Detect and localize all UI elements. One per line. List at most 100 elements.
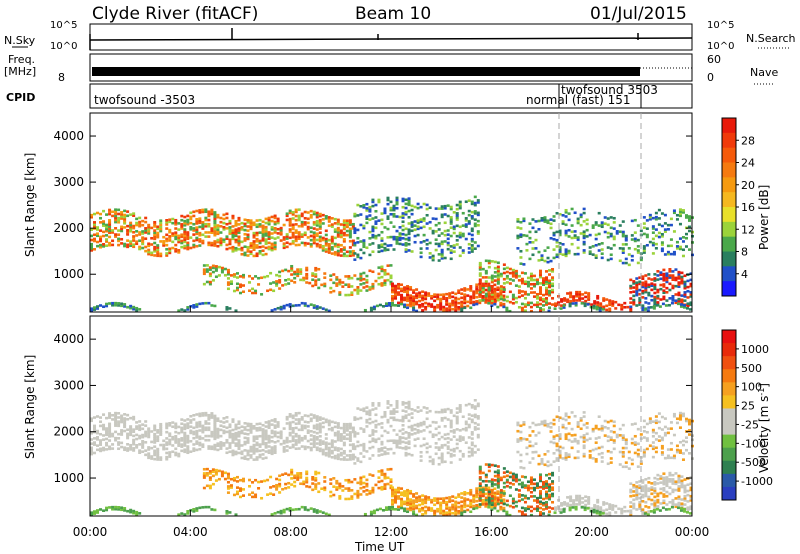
velocity-cell (267, 426, 271, 430)
power-cell (493, 300, 497, 303)
velocity-cell (335, 479, 339, 483)
power-cell (327, 251, 331, 254)
velocity-cell (264, 429, 268, 433)
velocity-cell (424, 501, 428, 505)
velocity-cell (526, 488, 530, 492)
velocity-cell (523, 513, 527, 516)
power-cell (270, 246, 274, 250)
velocity-cell (171, 421, 175, 424)
velocity-cell (144, 432, 148, 436)
velocity-cell (210, 447, 214, 451)
power-cell (261, 232, 265, 236)
power-cell (123, 226, 127, 229)
power-cell (540, 256, 544, 259)
velocity-cell (493, 491, 497, 495)
velocity-cell (461, 415, 465, 419)
power-cell (475, 302, 479, 306)
power-cell (264, 242, 268, 246)
power-cell (288, 211, 292, 215)
power-cell (371, 225, 375, 229)
power-cell (321, 236, 325, 240)
velocity-cell (213, 437, 217, 441)
velocity-cell (222, 421, 226, 424)
velocity-cell (135, 425, 139, 428)
power-cell (309, 245, 313, 248)
velocity-cell (288, 446, 292, 449)
power-cell (424, 293, 428, 297)
velocity-cell (120, 441, 124, 445)
power-cell (299, 268, 303, 271)
velocity-cell (198, 447, 202, 451)
power-cell (147, 232, 151, 235)
velocity-cell (293, 476, 297, 480)
velocity-cell (502, 467, 506, 470)
velocity-cell (287, 473, 291, 477)
power-cell (642, 249, 646, 252)
power-cell (437, 228, 441, 231)
power-cell (144, 229, 148, 232)
power-cell (662, 276, 666, 280)
velocity-cell (273, 434, 277, 438)
velocity-cell (362, 455, 366, 458)
velocity-cell (469, 501, 473, 505)
power-cell (394, 290, 398, 294)
velocity-cell (618, 463, 622, 466)
power-cell (439, 299, 443, 303)
power-cell (514, 284, 518, 287)
power-cell (558, 231, 562, 235)
power-cell (493, 291, 497, 295)
velocity-cell (234, 452, 238, 456)
power-cell (240, 221, 244, 225)
power-cell (129, 244, 133, 248)
power-cell (478, 289, 482, 292)
velocity-cell (168, 422, 172, 425)
power-cell (392, 225, 396, 228)
power-cell (430, 297, 434, 300)
velocity-cell (487, 465, 491, 469)
power-cell (585, 228, 589, 232)
velocity-cell (300, 424, 304, 427)
power-cell (153, 254, 157, 257)
power-cell (478, 282, 482, 286)
power-cell (293, 270, 297, 274)
power-cell (606, 258, 610, 262)
power-cell (345, 219, 349, 222)
power-cell (594, 243, 598, 247)
power-cell (542, 281, 546, 284)
velocity-cell (120, 418, 124, 422)
velocity-cell (431, 460, 435, 464)
velocity-cell (237, 439, 241, 442)
velocity-cell (478, 494, 482, 498)
power-cell (102, 234, 106, 238)
velocity-cell (499, 478, 503, 482)
power-cell (336, 233, 340, 236)
velocity-cell (318, 430, 322, 434)
velocity-cell (449, 429, 453, 433)
power-cell (132, 245, 136, 249)
power-cell (651, 227, 655, 230)
velocity-cell (416, 424, 420, 428)
power-cell (538, 290, 542, 293)
power-cell (186, 308, 190, 311)
velocity-cell (448, 496, 452, 499)
velocity-cell (174, 426, 178, 430)
power-cell (552, 219, 556, 222)
power-cell (433, 305, 437, 309)
power-cell (404, 248, 408, 251)
velocity-cell (600, 445, 604, 449)
power-cell (520, 294, 524, 297)
power-cell (217, 265, 221, 269)
power-cell (315, 234, 319, 238)
power-cell (240, 252, 244, 256)
power-cell (180, 227, 184, 230)
power-cell (318, 227, 322, 230)
velocity-cell (433, 511, 437, 515)
power-cell (132, 212, 136, 215)
power-cell (434, 242, 438, 246)
power-cell (345, 223, 349, 227)
power-cell (442, 293, 446, 296)
power-cell (460, 296, 464, 300)
power-cell (240, 226, 244, 229)
power-cell (246, 254, 250, 257)
power-cell (291, 213, 295, 216)
